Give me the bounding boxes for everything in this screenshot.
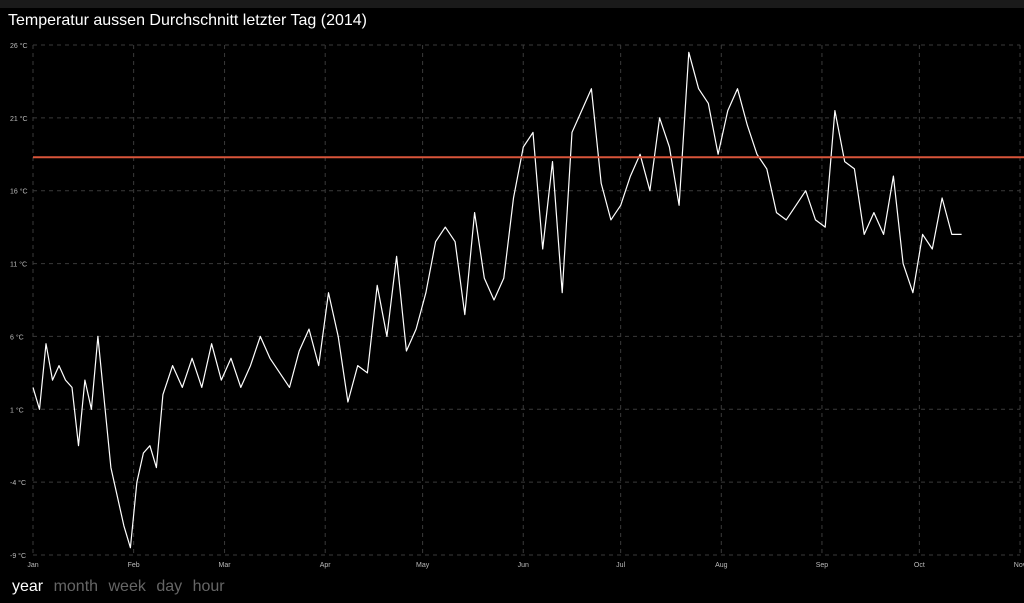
x-axis: Jan Feb Mar Apr May Jun Jul Aug Sep Oct Nov bbox=[27, 562, 1024, 569]
y-tick-label: 6 °C bbox=[10, 333, 24, 341]
y-tick-label: 11 °C bbox=[10, 261, 27, 269]
y-tick-label: 1 °C bbox=[10, 406, 24, 414]
x-tick-label: Oct bbox=[914, 562, 925, 569]
y-tick-label: 21 °C bbox=[10, 115, 28, 123]
x-tick-label: Feb bbox=[128, 562, 140, 569]
chart-series bbox=[32, 51, 962, 549]
x-tick-label: Jan bbox=[27, 562, 38, 569]
chart-header: Temperatur aussen Durchschnitt letzter T… bbox=[0, 8, 1024, 37]
y-tick-label: -9 °C bbox=[10, 552, 26, 560]
chart-grid bbox=[32, 44, 1021, 556]
zoom-year[interactable]: year bbox=[12, 578, 44, 595]
y-tick-label: -4 °C bbox=[10, 479, 26, 487]
y-axis: -9 °C -4 °C 1 °C 6 °C 11 °C 16 °C 21 °C 26 °C bbox=[10, 42, 28, 560]
chart-background bbox=[0, 36, 1024, 574]
y-tick-label: 26 °C bbox=[10, 42, 28, 50]
temperature-line bbox=[32, 51, 962, 549]
zoom-hour[interactable]: hour bbox=[192, 578, 225, 595]
temperature-chart: -9 °C -4 °C 1 °C 6 °C 11 °C 16 °C 21 °C 26 °C J… bbox=[0, 36, 1024, 574]
x-tick-label: May bbox=[416, 562, 430, 569]
zoom-month[interactable]: month bbox=[53, 578, 99, 595]
zoom-selector: year month week day hour bbox=[12, 578, 231, 596]
zoom-day[interactable]: day bbox=[156, 578, 183, 595]
y-tick-label: 16 °C bbox=[10, 188, 28, 196]
app-top-bar bbox=[0, 0, 1024, 8]
x-tick-label: Sep bbox=[816, 562, 829, 569]
x-tick-label: Apr bbox=[320, 562, 332, 569]
x-tick-label: Aug bbox=[715, 562, 728, 569]
x-tick-label: Mar bbox=[219, 562, 232, 569]
chart-title: Temperatur aussen Durchschnitt letzter T… bbox=[8, 12, 367, 29]
x-tick-label: Jun bbox=[518, 562, 529, 569]
x-tick-label: Jul bbox=[616, 562, 625, 569]
zoom-week[interactable]: week bbox=[108, 578, 146, 595]
x-tick-label: Nov bbox=[1014, 562, 1024, 569]
